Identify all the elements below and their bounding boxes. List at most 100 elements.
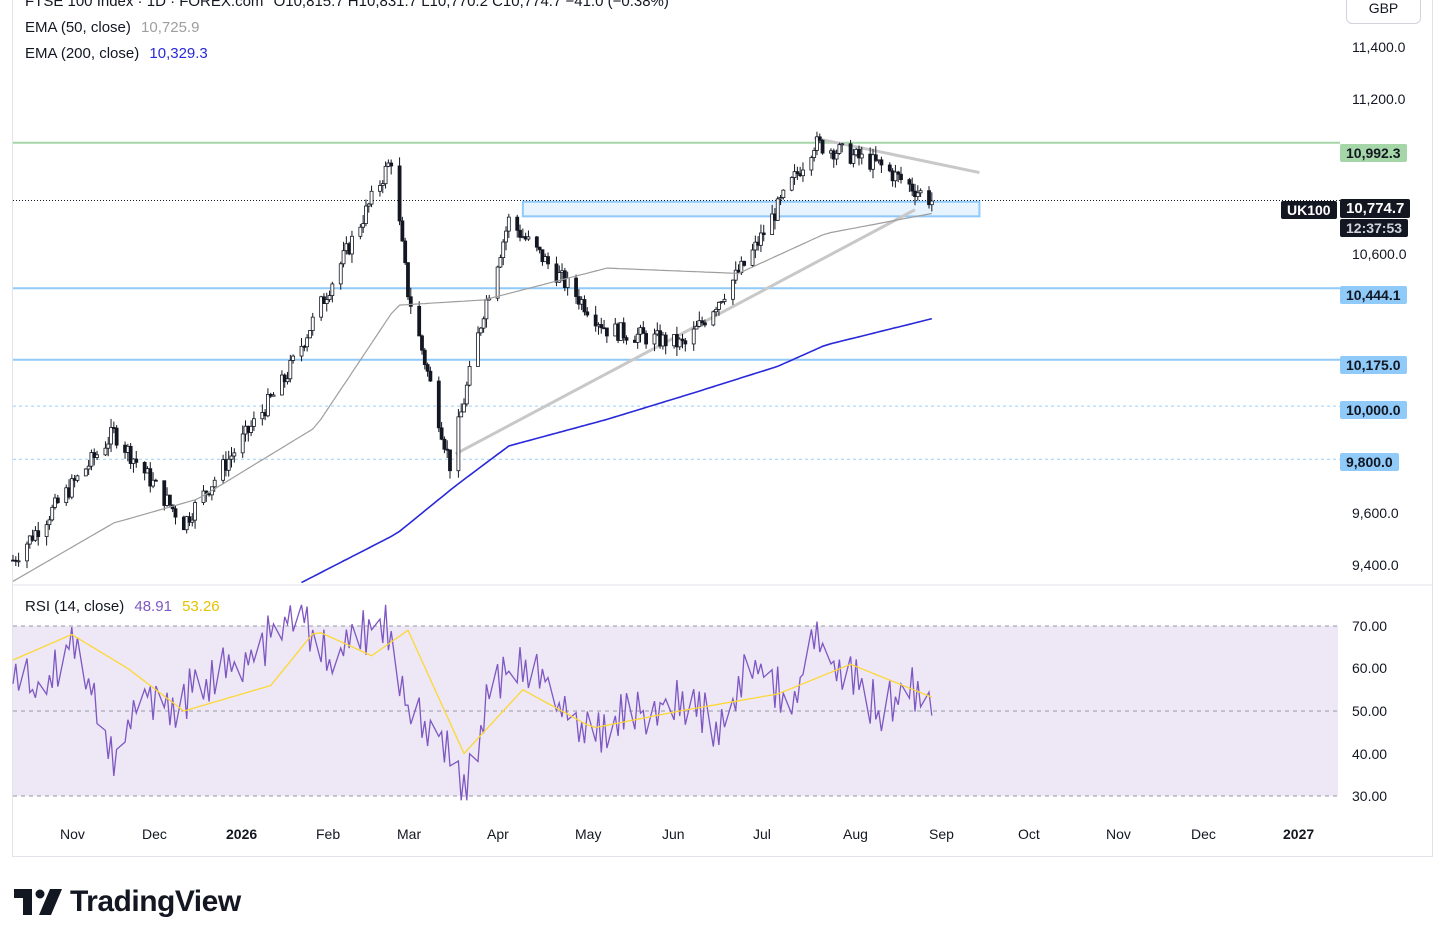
candle-down bbox=[173, 508, 178, 518]
rsi-tick: 30.00 bbox=[1352, 788, 1388, 804]
candle-up bbox=[918, 190, 923, 194]
candle-up bbox=[753, 241, 758, 251]
candle-up bbox=[778, 197, 783, 200]
tradingview-logo[interactable]: TradingView bbox=[14, 884, 241, 920]
price-tick: 11,400.0 bbox=[1352, 39, 1406, 55]
currency-selector[interactable]: GBP bbox=[1346, 0, 1421, 24]
candle-down bbox=[795, 171, 800, 175]
candle-up bbox=[106, 443, 111, 449]
candle-up bbox=[565, 277, 570, 288]
rsi-tick: 40.00 bbox=[1352, 746, 1388, 762]
candle-up bbox=[266, 393, 270, 417]
candle-up bbox=[694, 325, 699, 330]
candle-up bbox=[44, 524, 49, 538]
level-badge-10000: 10,000.0 bbox=[1340, 401, 1407, 419]
candle-up bbox=[697, 320, 702, 327]
time-label: Apr bbox=[487, 826, 509, 842]
candle-up bbox=[249, 425, 254, 433]
candle-up bbox=[759, 232, 763, 246]
candle-down bbox=[408, 296, 413, 307]
candle-down bbox=[742, 260, 747, 266]
time-label: Aug bbox=[843, 826, 868, 842]
candle-down bbox=[848, 143, 853, 164]
candle-up bbox=[327, 295, 332, 300]
candle-up bbox=[893, 171, 898, 182]
candle-up bbox=[383, 165, 388, 185]
candle-down bbox=[417, 305, 422, 337]
candle-down bbox=[644, 333, 648, 345]
candle-up bbox=[190, 519, 195, 523]
candle-down bbox=[518, 229, 522, 238]
candle-up bbox=[775, 198, 780, 221]
candle-down bbox=[879, 159, 884, 166]
candle-down bbox=[422, 349, 427, 365]
price-tick: 9,400.0 bbox=[1352, 557, 1399, 573]
candle-down bbox=[604, 327, 609, 337]
candle-up bbox=[16, 560, 21, 563]
candle-up bbox=[226, 458, 231, 471]
candle-up bbox=[834, 152, 839, 160]
ema200-legend[interactable]: EMA (200, close) 10,329.3 bbox=[25, 45, 208, 62]
candle-up bbox=[929, 200, 934, 206]
candle-down bbox=[389, 162, 394, 167]
candle-down bbox=[134, 458, 139, 463]
time-label: May bbox=[575, 826, 602, 842]
candle-down bbox=[873, 154, 878, 161]
candle-up bbox=[151, 479, 155, 487]
candle-down bbox=[439, 427, 444, 440]
time-label: Jul bbox=[753, 826, 771, 842]
rsi-band bbox=[13, 626, 1338, 796]
candle-down bbox=[820, 139, 825, 154]
candle-down bbox=[537, 246, 542, 251]
candle-up bbox=[366, 203, 371, 207]
candle-up bbox=[498, 257, 503, 268]
candle-down bbox=[899, 173, 903, 181]
time-label: Feb bbox=[316, 826, 341, 842]
candle-up bbox=[733, 269, 738, 281]
candle-up bbox=[504, 230, 508, 243]
candle-down bbox=[641, 327, 646, 334]
candle-down bbox=[397, 165, 402, 222]
time-label: 2026 bbox=[226, 826, 258, 842]
symbol-title[interactable]: FTSE 100 Index · 1D · FOREX.com bbox=[25, 0, 264, 10]
candle-down bbox=[857, 148, 861, 159]
symbol-badge: UK100 bbox=[1281, 201, 1337, 219]
candle-up bbox=[369, 190, 374, 205]
candle-down bbox=[910, 183, 915, 192]
candle-down bbox=[907, 179, 912, 185]
candle-up bbox=[25, 543, 29, 562]
candle-up bbox=[330, 283, 335, 296]
candle-down bbox=[683, 340, 688, 345]
candle-up bbox=[722, 298, 727, 302]
tradingview-logo-icon bbox=[14, 889, 62, 915]
candle-up bbox=[319, 296, 324, 318]
candle-down bbox=[540, 249, 545, 263]
candle-down bbox=[585, 311, 590, 316]
candle-up bbox=[464, 384, 469, 405]
time-label: Sep bbox=[929, 826, 954, 842]
candle-up bbox=[338, 263, 343, 285]
candle-up bbox=[859, 153, 864, 159]
rsi-legend[interactable]: RSI (14, close) 48.91 53.26 bbox=[25, 598, 220, 615]
ema50-legend[interactable]: EMA (50, close) 10,725.9 bbox=[25, 19, 199, 36]
rsi-ma-value: 53.26 bbox=[182, 598, 220, 615]
time-label: Nov bbox=[60, 826, 85, 842]
candle-up bbox=[781, 189, 786, 198]
candle-down bbox=[420, 335, 424, 351]
candle-up bbox=[478, 327, 483, 334]
time-label: Nov bbox=[1106, 826, 1131, 842]
rsi-value: 48.91 bbox=[134, 598, 172, 615]
candle-down bbox=[128, 445, 133, 464]
candle-up bbox=[840, 143, 845, 146]
candle-up bbox=[271, 394, 276, 397]
price-tick: 11,200.0 bbox=[1352, 91, 1406, 107]
candle-up bbox=[240, 433, 245, 454]
candle-up bbox=[456, 416, 461, 472]
time-label: Dec bbox=[142, 826, 167, 842]
candle-up bbox=[305, 337, 310, 348]
candle-up bbox=[714, 308, 719, 313]
candle-up bbox=[750, 249, 755, 266]
candle-down bbox=[663, 334, 668, 347]
candle-down bbox=[593, 314, 598, 327]
